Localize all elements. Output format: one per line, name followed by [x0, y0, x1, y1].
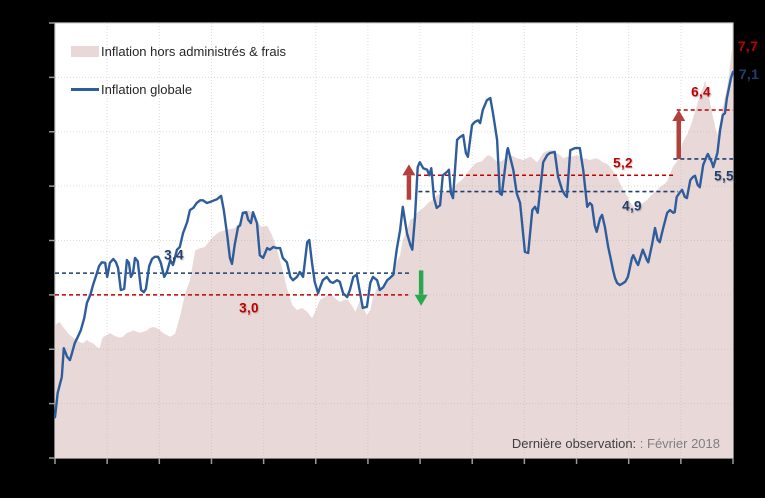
- last-observation-label: Dernière observation:: [511, 436, 637, 451]
- legend-label-line: Inflation globale: [101, 82, 193, 97]
- annotation-6-4: 6,4: [691, 84, 711, 100]
- annotation-5-2: 5,2: [613, 155, 633, 171]
- legend-item-line: Inflation globale: [71, 82, 286, 97]
- last-observation-note: Dernière observation: : Février 2018: [512, 436, 720, 451]
- line-swatch: [71, 88, 99, 91]
- annotation-7-7: 7,7: [737, 38, 759, 54]
- legend-item-area: Inflation hors administrés & frais: [71, 44, 286, 59]
- legend-label-area: Inflation hors administrés & frais: [101, 44, 286, 59]
- annotation-4-9: 4,9: [622, 198, 642, 214]
- legend: Inflation hors administrés & frais Infla…: [71, 44, 286, 97]
- annotation-5-5: 5,5: [714, 168, 734, 184]
- last-observation-value: : Février 2018: [636, 436, 720, 451]
- area-swatch: [71, 46, 99, 57]
- annotation-3-4: 3,4: [164, 247, 184, 263]
- annotation-3-0: 3,0: [239, 300, 259, 316]
- annotation-7-1: 7,1: [738, 66, 760, 82]
